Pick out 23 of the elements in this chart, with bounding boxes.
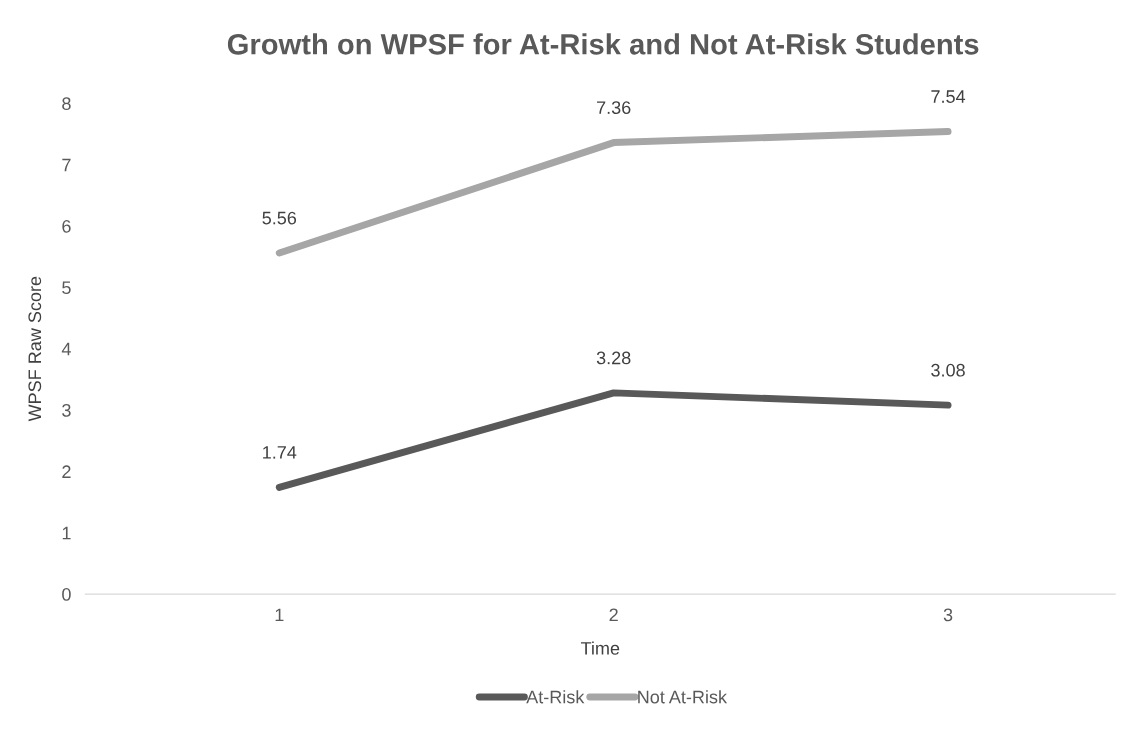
data-label: 3.28 (596, 351, 631, 365)
data-label: 1.74 (263, 446, 297, 459)
x-tick-label: 2 (609, 608, 618, 622)
y-axis-title: WPSF Raw Score (28, 276, 42, 422)
y-tick-label: 7 (62, 158, 71, 172)
y-tick-label: 5 (62, 281, 71, 295)
y-tick-label: 4 (61, 342, 71, 356)
data-label: 5.56 (262, 211, 297, 225)
legend-label: At-Risk (526, 690, 585, 704)
chart-title: Growth on WPSF for At-Risk and Not At-Risk Students (227, 33, 979, 55)
legend-label: Not At-Risk (638, 690, 728, 704)
data-label: 7.54 (931, 90, 966, 103)
y-tick-label: 6 (62, 219, 71, 233)
y-tick-label: 1 (62, 526, 71, 540)
y-tick-label: 3 (62, 403, 71, 417)
y-tick-label: 2 (62, 465, 71, 478)
x-tick-label: 1 (275, 608, 284, 622)
x-axis-title: Time (580, 641, 620, 655)
data-label: 3.08 (931, 363, 965, 377)
data-label: 7.36 (597, 101, 631, 115)
y-tick-label: 0 (62, 588, 71, 601)
y-tick-label: 8 (62, 97, 71, 111)
x-tick-label: 3 (943, 608, 953, 622)
